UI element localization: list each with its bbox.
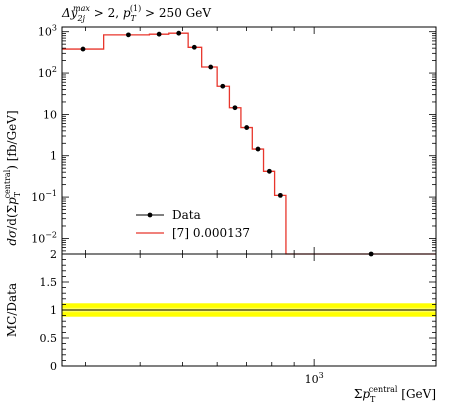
y-tick-label: 10	[43, 108, 57, 121]
data-point	[244, 125, 250, 130]
y-tick-label: 10−2	[31, 230, 57, 245]
data-point	[191, 44, 197, 50]
data-point	[208, 64, 214, 70]
data-point	[266, 168, 272, 174]
x-axis-label: ΣpTcentral [GeV]	[354, 385, 436, 404]
legend: Data [7] 0.000137	[136, 208, 250, 240]
ratio-y-tick-label: 2	[50, 248, 57, 261]
ratio-y-tick-label: 0.5	[40, 332, 58, 345]
ratio-y-tick-label: 1	[50, 304, 57, 317]
y-tick-label: 1	[50, 150, 57, 163]
data-point	[220, 83, 226, 89]
ratio-y-tick-label: 0	[50, 360, 57, 373]
x-tick-label: 103	[305, 371, 324, 386]
data-point	[232, 105, 238, 111]
data-point	[277, 192, 283, 198]
main-frame	[61, 26, 437, 255]
y-tick-label: 102	[38, 65, 57, 80]
data-point	[176, 30, 182, 36]
data-point	[126, 32, 131, 38]
y-axis-label: dσ/d(ΣpTcentral) [fb/GeV]	[3, 110, 22, 245]
legend-mc-label: [7] 0.000137	[172, 226, 250, 240]
y-tick-label: 103	[38, 24, 57, 39]
ratio-y-tick-label: 1.5	[40, 276, 58, 289]
legend-data-marker	[147, 212, 153, 218]
ratio-y-axis-label: MC/Data	[5, 283, 19, 337]
mc-step-line	[62, 32, 436, 255]
chart-title: Δy2jmax > 2, pT(1) > 250 GeV	[61, 4, 211, 23]
legend-data-label: Data	[172, 208, 201, 222]
y-tick-label: 10−1	[31, 189, 57, 204]
data-point	[80, 46, 86, 52]
data-point	[156, 31, 162, 37]
ratio-panel: 103 2 1.5 1 0.5 0	[40, 248, 437, 386]
data-point	[255, 146, 261, 152]
